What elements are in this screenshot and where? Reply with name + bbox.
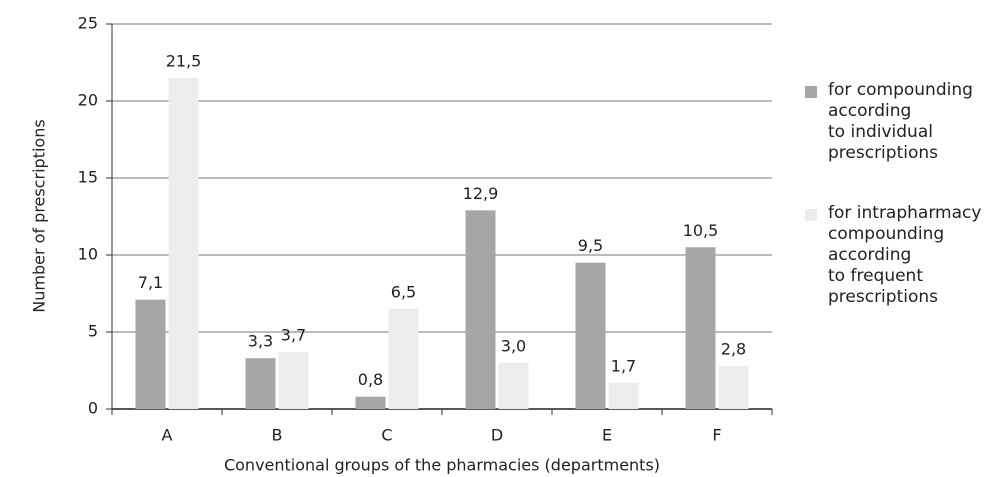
bar [135, 299, 166, 409]
y-tick-label: 0 [88, 399, 98, 418]
bar [608, 382, 639, 409]
x-axis-label: Conventional groups of the pharmacies (d… [224, 456, 660, 475]
y-tick-label: 5 [88, 322, 98, 341]
bar [685, 247, 716, 409]
value-label: 1,7 [611, 356, 636, 375]
value-label: 0,8 [358, 370, 383, 389]
value-label: 3,0 [501, 336, 526, 355]
legend-swatch [805, 86, 817, 98]
x-tick-label: C [381, 426, 392, 445]
value-label: 21,5 [166, 51, 202, 70]
x-tick-label: D [491, 426, 503, 445]
value-label: 9,5 [578, 236, 603, 255]
bar [278, 352, 309, 409]
bar [575, 262, 606, 409]
x-tick-label: B [272, 426, 283, 445]
legend-item: for intrapharmacy compounding according … [805, 203, 981, 308]
y-tick-label: 20 [78, 91, 98, 110]
bar [245, 358, 276, 409]
y-tick-label: 25 [78, 14, 98, 33]
x-tick-label: E [602, 426, 612, 445]
value-label: 6,5 [391, 282, 416, 301]
bar [718, 365, 749, 409]
x-tick-label: F [712, 426, 721, 445]
value-label: 2,8 [721, 339, 746, 358]
legend-label: for intrapharmacy compounding according … [828, 203, 982, 307]
y-axis-label: Number of prescriptions [30, 119, 49, 312]
value-label: 3,7 [281, 326, 306, 345]
value-label: 3,3 [248, 332, 273, 351]
bar [465, 210, 496, 409]
bar [498, 362, 529, 409]
bar [388, 308, 419, 409]
value-label: 12,9 [463, 184, 499, 203]
x-tick-label: A [162, 426, 173, 445]
legend-item: for compounding according to individual … [805, 80, 973, 164]
y-tick-label: 10 [78, 245, 98, 264]
bar [355, 396, 386, 409]
y-tick-label: 15 [78, 168, 98, 187]
value-label: 10,5 [683, 221, 719, 240]
legend-label: for compounding according to individual … [828, 80, 973, 163]
legend-swatch [805, 209, 817, 221]
value-label: 7,1 [138, 273, 163, 292]
bar [168, 77, 199, 410]
